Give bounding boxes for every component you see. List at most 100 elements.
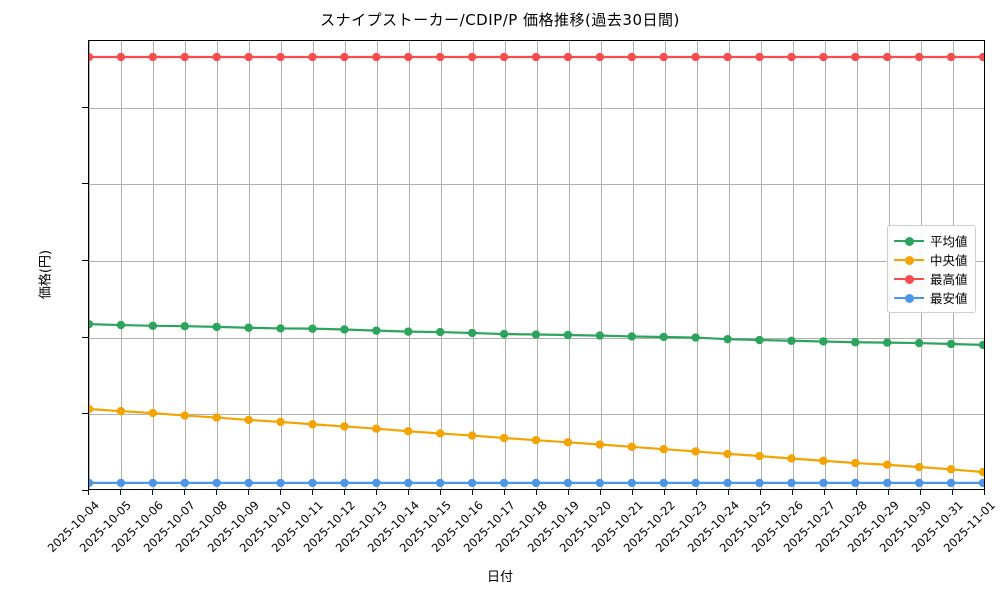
series-marker xyxy=(723,478,732,488)
series-marker xyxy=(723,449,732,459)
series-marker xyxy=(691,447,700,456)
series-marker xyxy=(436,327,445,337)
series-marker xyxy=(372,52,381,62)
x-tick-mark xyxy=(408,490,409,495)
gridline-vertical-23 xyxy=(825,41,826,489)
x-tick-mark xyxy=(248,490,249,495)
x-tick-mark xyxy=(760,490,761,495)
series-marker xyxy=(531,435,541,445)
x-tick-mark xyxy=(952,490,953,495)
x-axis-label: 日付 xyxy=(486,570,513,585)
series-marker xyxy=(372,478,381,488)
series-marker xyxy=(691,333,700,342)
series-marker xyxy=(180,322,189,331)
series-marker xyxy=(691,52,700,62)
series-marker xyxy=(627,52,636,62)
series-marker xyxy=(819,478,828,488)
gridline-horizontal-5 xyxy=(89,107,984,109)
gridline-vertical-12 xyxy=(473,41,474,489)
series-marker xyxy=(851,338,860,347)
series-marker xyxy=(212,413,221,422)
gridline-vertical-6 xyxy=(281,41,282,489)
series-marker xyxy=(499,478,509,488)
gridline-vertical-9 xyxy=(377,41,378,489)
series-marker xyxy=(978,478,984,488)
gridline-horizontal-3 xyxy=(89,261,984,262)
series-marker xyxy=(851,478,860,488)
gridline-horizontal-1 xyxy=(89,414,984,416)
x-tick-mark xyxy=(88,490,89,495)
series-marker xyxy=(883,338,892,347)
gridline-vertical-14 xyxy=(537,41,538,489)
series-marker xyxy=(914,52,924,62)
series-marker xyxy=(563,52,573,62)
legend-label: 最安値 xyxy=(930,291,968,306)
series-marker xyxy=(467,328,477,338)
series-marker xyxy=(755,451,764,461)
x-tick-mark xyxy=(120,490,121,495)
gridline-vertical-18 xyxy=(665,41,666,489)
legend-label: 最高値 xyxy=(930,272,968,287)
x-tick-mark xyxy=(376,490,377,495)
series-marker xyxy=(946,52,956,62)
series-marker xyxy=(212,52,221,62)
chart-title: スナイプストーカー/CDIP/P 価格推移(過去30日間) xyxy=(320,11,680,29)
gridline-vertical-10 xyxy=(409,41,410,489)
series-marker xyxy=(89,319,94,329)
legend-item-3[interactable]: 最安値 xyxy=(894,288,968,307)
x-tick-mark xyxy=(472,490,473,495)
chart-legend: 平均値 中央値最高値最安値 xyxy=(887,225,976,313)
series-marker xyxy=(467,52,477,62)
plot-area xyxy=(88,40,985,490)
legend-swatch-icon xyxy=(894,253,924,267)
x-tick-mark xyxy=(664,490,665,495)
series-marker xyxy=(467,478,477,488)
gridline-vertical-21 xyxy=(761,41,762,489)
series-marker xyxy=(819,52,828,62)
series-marker xyxy=(340,422,349,431)
series-marker xyxy=(627,332,636,341)
legend-item-0[interactable]: 平均値 xyxy=(894,231,968,250)
gridline-vertical-15 xyxy=(569,41,570,489)
legend-item-2[interactable]: 最高値 xyxy=(894,269,968,288)
series-marker xyxy=(436,478,445,488)
y-tick-mark xyxy=(82,106,88,108)
series-marker xyxy=(116,320,126,330)
series-marker xyxy=(787,336,796,345)
series-marker xyxy=(404,427,413,436)
series-marker xyxy=(978,52,984,62)
legend-swatch-icon xyxy=(894,234,924,248)
series-marker xyxy=(883,460,892,469)
series-marker xyxy=(404,327,413,336)
series-marker xyxy=(116,406,126,416)
y-tick-mark xyxy=(82,490,88,491)
series-marker xyxy=(819,337,828,346)
legend-item-1[interactable]: 中央値 xyxy=(894,250,968,269)
series-marker xyxy=(148,408,158,418)
x-tick-mark xyxy=(504,490,505,495)
legend-swatch-icon xyxy=(894,272,924,286)
x-tick-mark xyxy=(600,490,601,495)
x-tick-mark xyxy=(280,490,281,495)
series-marker xyxy=(244,478,253,488)
series-marker xyxy=(787,52,796,62)
series-marker xyxy=(563,330,573,340)
x-tick-mark xyxy=(536,490,537,495)
series-marker xyxy=(755,335,764,345)
gridline-vertical-22 xyxy=(793,41,794,489)
series-marker xyxy=(755,52,764,62)
series-marker xyxy=(946,478,956,488)
series-marker xyxy=(404,478,413,488)
series-marker xyxy=(276,417,285,427)
series-marker xyxy=(276,478,285,488)
x-tick-mark xyxy=(152,490,153,495)
y-tick-mark xyxy=(82,413,88,415)
series-marker xyxy=(851,52,860,62)
series-marker xyxy=(883,478,892,488)
series-marker xyxy=(787,454,796,463)
series-marker xyxy=(787,478,796,488)
series-marker xyxy=(148,321,158,331)
x-tick-mark xyxy=(184,490,185,495)
series-marker xyxy=(978,340,984,350)
